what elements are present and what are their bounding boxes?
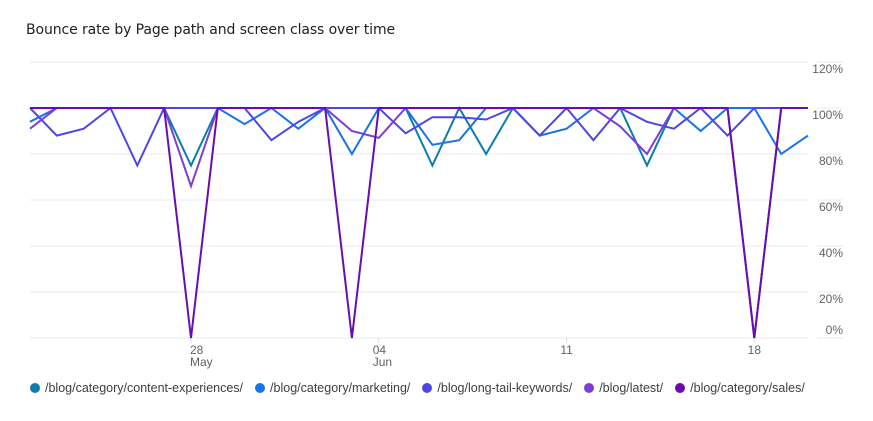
- legend-item[interactable]: /blog/latest/: [584, 381, 663, 395]
- x-axis-month-label: May: [190, 355, 213, 369]
- x-axis-label: 11: [560, 343, 573, 357]
- x-axis-label: 04: [373, 343, 387, 357]
- y-axis-label: 120%: [812, 62, 843, 76]
- legend-label: /blog/category/content-experiences/: [45, 381, 244, 395]
- legend-label: /blog/category/sales/: [690, 381, 805, 395]
- legend-item[interactable]: /blog/category/marketing/: [255, 381, 410, 395]
- y-axis-label: 100%: [812, 108, 843, 122]
- legend-dot-icon: [584, 383, 595, 393]
- legend-item[interactable]: /blog/category/sales/: [675, 381, 805, 395]
- series-line[interactable]: [30, 107, 808, 339]
- legend-dot-icon: [255, 383, 266, 393]
- series-line[interactable]: [30, 105, 808, 168]
- series-line[interactable]: [29, 106, 808, 168]
- x-axis-month-label: Jun: [373, 355, 392, 369]
- series-line[interactable]: [29, 107, 808, 339]
- y-axis-label: 80%: [819, 154, 843, 168]
- x-axis-label: 18: [748, 343, 762, 357]
- chart-legend: /blog/category/content-experiences/ /blog…: [30, 381, 817, 395]
- y-axis-label: 60%: [819, 200, 843, 214]
- legend-dot-icon: [675, 383, 686, 393]
- legend-label: /blog/long-tail-keywords/: [437, 381, 573, 395]
- x-axis-label: 28: [190, 343, 204, 357]
- legend-label: /blog/category/marketing/: [270, 381, 411, 395]
- legend-dot-icon: [422, 383, 433, 393]
- y-axis-label: 20%: [819, 292, 843, 306]
- legend-item[interactable]: /blog/category/content-experiences/: [30, 381, 243, 395]
- y-axis-label: 0%: [826, 323, 844, 337]
- legend-label: /blog/latest/: [599, 381, 664, 395]
- chart-title: Bounce rate by Page path and screen clas…: [26, 22, 395, 38]
- y-axis-label: 40%: [819, 246, 843, 260]
- legend-dot-icon: [30, 383, 40, 393]
- legend-item[interactable]: /blog/long-tail-keywords/: [422, 381, 572, 395]
